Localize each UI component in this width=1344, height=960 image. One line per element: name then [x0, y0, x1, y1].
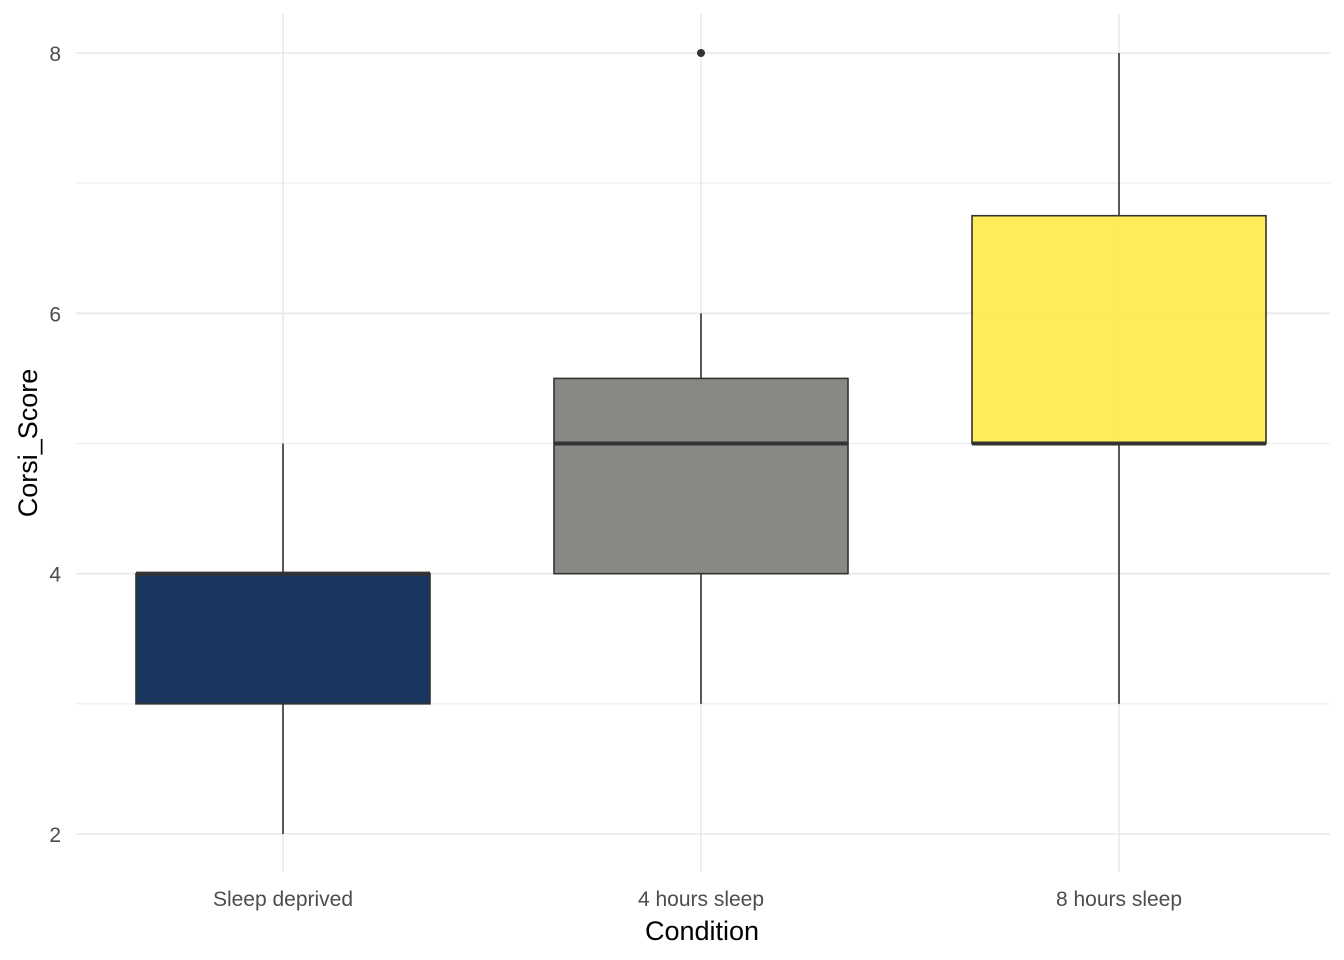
- y-tick-label: 2: [49, 824, 61, 847]
- y-tick-label: 8: [49, 43, 61, 66]
- y-axis-title: Corsi_Score: [13, 369, 43, 518]
- box-group: [971, 53, 1267, 704]
- box: [135, 572, 431, 705]
- y-axis: 2 4 6 8: [49, 43, 61, 847]
- x-tick-label: Sleep deprived: [213, 888, 353, 911]
- box-group: [135, 443, 431, 834]
- outlier-point: [697, 49, 705, 57]
- boxes: [135, 49, 1267, 834]
- x-axis-title: Condition: [645, 916, 759, 946]
- x-axis: Sleep deprived 4 hours sleep 8 hours sleep: [213, 888, 1182, 911]
- box: [553, 377, 849, 575]
- x-tick-label: 8 hours sleep: [1056, 888, 1182, 911]
- box: [971, 214, 1267, 445]
- y-tick-label: 4: [49, 564, 61, 587]
- y-tick-label: 6: [49, 303, 61, 326]
- x-tick-label: 4 hours sleep: [638, 888, 764, 911]
- box-group: [553, 49, 849, 704]
